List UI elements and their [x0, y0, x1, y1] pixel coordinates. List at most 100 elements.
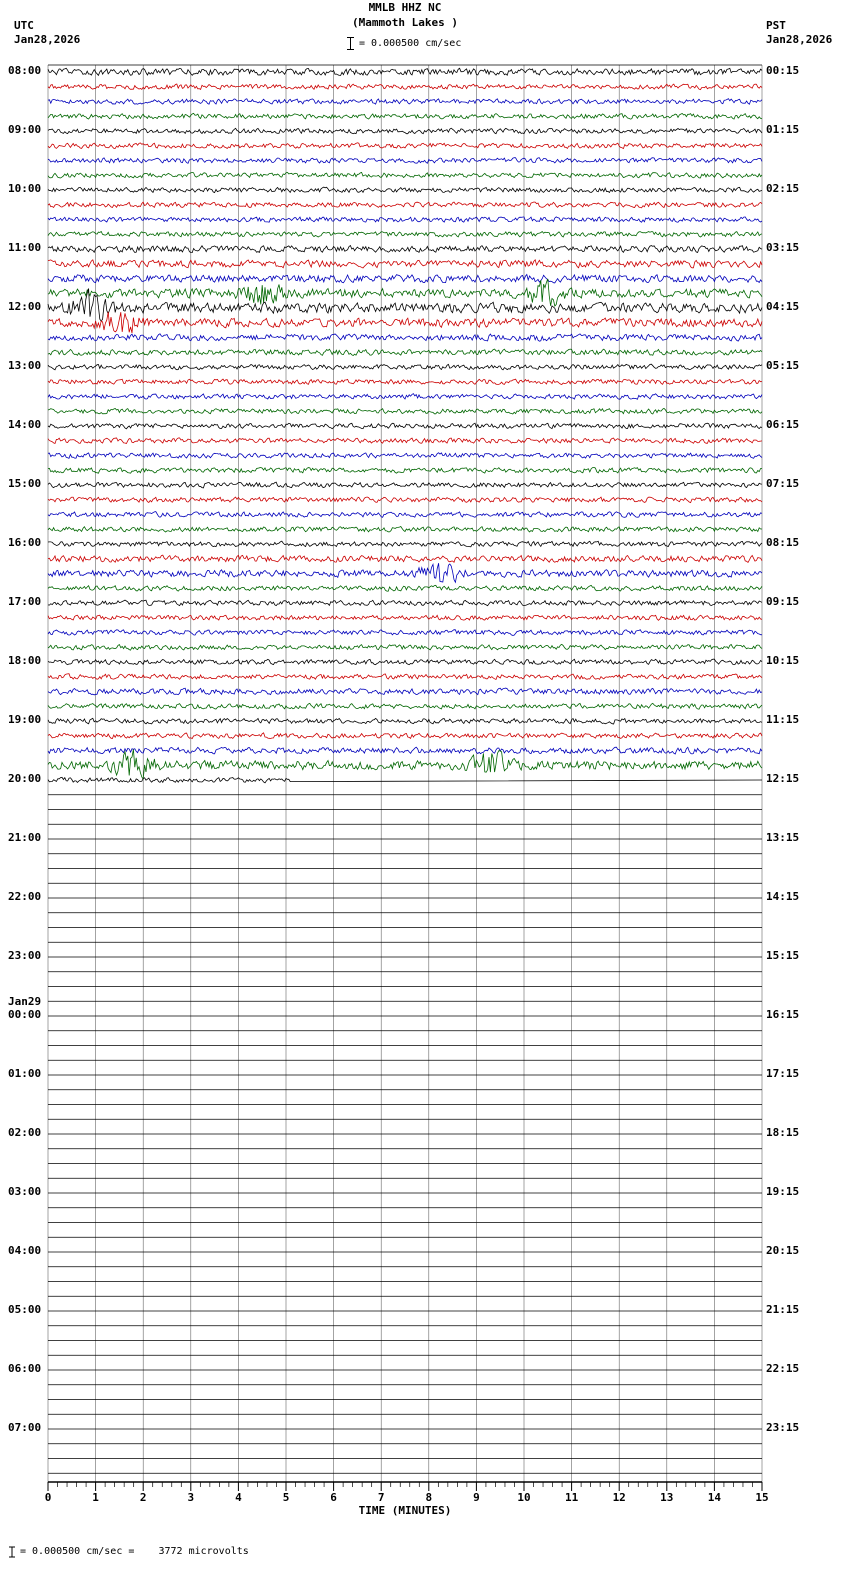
x-tick-label: 7	[377, 1491, 385, 1504]
plot-title: MMLB HHZ NC	[368, 1, 442, 14]
footer-scale-note: = 0.000500 cm/sec = 3772 microvolts	[8, 1546, 249, 1558]
x-axis-title: TIME (MINUTES)	[358, 1504, 452, 1517]
seismogram-trace	[47, 363, 763, 371]
seismogram-trace	[47, 157, 763, 164]
utc-hour-label: 22:00	[8, 890, 42, 903]
x-tick-label: 0	[44, 1491, 52, 1504]
utc-hour-label: 20:00	[8, 772, 42, 785]
utc-hour-label: 05:00	[8, 1303, 42, 1316]
pst-date: Jan28,2026	[766, 33, 833, 46]
x-tick-label: 4	[235, 1491, 242, 1504]
utc-hour-label: 10:00	[8, 182, 42, 195]
x-tick-label: 10	[517, 1491, 531, 1504]
pst-hour-label: 05:15	[766, 359, 800, 372]
utc-hour-label: 21:00	[8, 831, 42, 844]
pst-hour-label: 23:15	[766, 1421, 800, 1434]
x-tick-label: 12	[612, 1491, 626, 1504]
seismogram-trace	[47, 407, 763, 415]
plot-subtitle: (Mammoth Lakes )	[352, 16, 458, 29]
seismogram-trace	[47, 749, 763, 781]
pst-hour-label: 22:15	[766, 1362, 800, 1375]
seismogram-trace	[47, 378, 763, 385]
scale-indicator: = 0.000500 cm/sec	[346, 36, 461, 51]
pst-hour-label: 11:15	[766, 713, 800, 726]
seismogram-trace	[47, 584, 763, 592]
pst-hour-label: 02:15	[766, 182, 800, 195]
utc-hour-label: 18:00	[8, 654, 42, 667]
utc-hour-label: 01:00	[8, 1067, 42, 1080]
x-tick-label: 11	[564, 1491, 579, 1504]
pst-hour-label: 20:15	[766, 1244, 800, 1257]
utc-hour-label: 12:00	[8, 300, 42, 313]
seismogram-trace	[47, 511, 763, 518]
seismogram-trace	[47, 201, 763, 209]
day-change-label: Jan29	[8, 995, 42, 1008]
seismogram-trace	[47, 171, 763, 179]
seismogram-trace	[47, 186, 763, 194]
utc-hour-label: 06:00	[8, 1362, 42, 1375]
utc-hour-label: 14:00	[8, 418, 42, 431]
seismogram-trace	[47, 112, 763, 120]
seismogram-trace	[47, 554, 763, 564]
pst-hour-label: 09:15	[766, 595, 800, 608]
scale-bar-icon	[347, 37, 354, 50]
pst-hour-label: 21:15	[766, 1303, 800, 1316]
utc-hour-label: 11:00	[8, 241, 42, 254]
pst-hour-label: 14:15	[766, 890, 800, 903]
seismogram-trace	[47, 258, 763, 269]
utc-hour-label: 15:00	[8, 477, 42, 490]
seismogram-trace	[47, 732, 763, 740]
pst-hour-label: 10:15	[766, 654, 800, 667]
pst-hour-label: 15:15	[766, 949, 800, 962]
x-tick-label: 14	[707, 1491, 722, 1504]
utc-hour-label: 07:00	[8, 1421, 42, 1434]
pst-hour-label: 03:15	[766, 241, 800, 254]
pst-hour-label: 08:15	[766, 536, 800, 549]
pst-hour-label: 17:15	[766, 1067, 800, 1080]
seismogram-trace	[47, 422, 763, 430]
utc-hour-label: 03:00	[8, 1185, 42, 1198]
seismogram-trace	[47, 643, 763, 651]
footer-note-text: = 0.000500 cm/sec = 3772 microvolts	[20, 1546, 249, 1557]
seismogram-trace	[47, 562, 763, 584]
seismogram-trace	[47, 466, 763, 474]
x-tick-label: 15	[755, 1491, 769, 1504]
seismogram-trace	[47, 67, 763, 77]
seismogram-trace	[47, 614, 763, 621]
seismogram-trace	[47, 244, 763, 254]
utc-hour-label: 04:00	[8, 1244, 42, 1257]
pst-label: PST	[766, 19, 786, 32]
seismogram-trace	[47, 348, 763, 356]
x-tick-label: 9	[473, 1491, 480, 1504]
seismogram-trace	[47, 333, 763, 342]
pst-hour-label: 07:15	[766, 477, 800, 490]
x-tick-label: 1	[92, 1491, 99, 1504]
footer-scale-bar-icon	[9, 1546, 15, 1558]
seismogram-trace	[47, 540, 763, 548]
pst-hour-label: 12:15	[766, 772, 800, 785]
trace-rows	[47, 67, 763, 1474]
x-tick-label: 3	[187, 1491, 195, 1504]
utc-hour-label: 23:00	[8, 949, 42, 962]
x-tick-label: 6	[330, 1491, 337, 1504]
pst-hour-label: 16:15	[766, 1008, 800, 1021]
pst-hour-label: 13:15	[766, 831, 800, 844]
seismogram-trace	[47, 776, 763, 784]
x-axis-ticks	[47, 1481, 763, 1491]
seismogram-trace	[47, 83, 763, 91]
pst-hour-label: 19:15	[766, 1185, 800, 1198]
utc-hour-label: 13:00	[8, 359, 42, 372]
scale-text: = 0.000500 cm/sec	[359, 37, 462, 49]
seismogram-trace	[47, 746, 763, 755]
seismogram-trace	[47, 496, 763, 504]
seismogram-trace	[47, 98, 763, 105]
utc-hour-label: 02:00	[8, 1126, 42, 1139]
utc-hour-label: 19:00	[8, 713, 42, 726]
x-tick-label: 5	[282, 1491, 290, 1504]
pst-hour-label: 18:15	[766, 1126, 800, 1139]
utc-date: Jan28,2026	[14, 33, 81, 46]
seismogram-trace	[47, 525, 762, 533]
x-tick-label: 13	[660, 1491, 674, 1504]
grid-lines	[47, 65, 763, 1482]
